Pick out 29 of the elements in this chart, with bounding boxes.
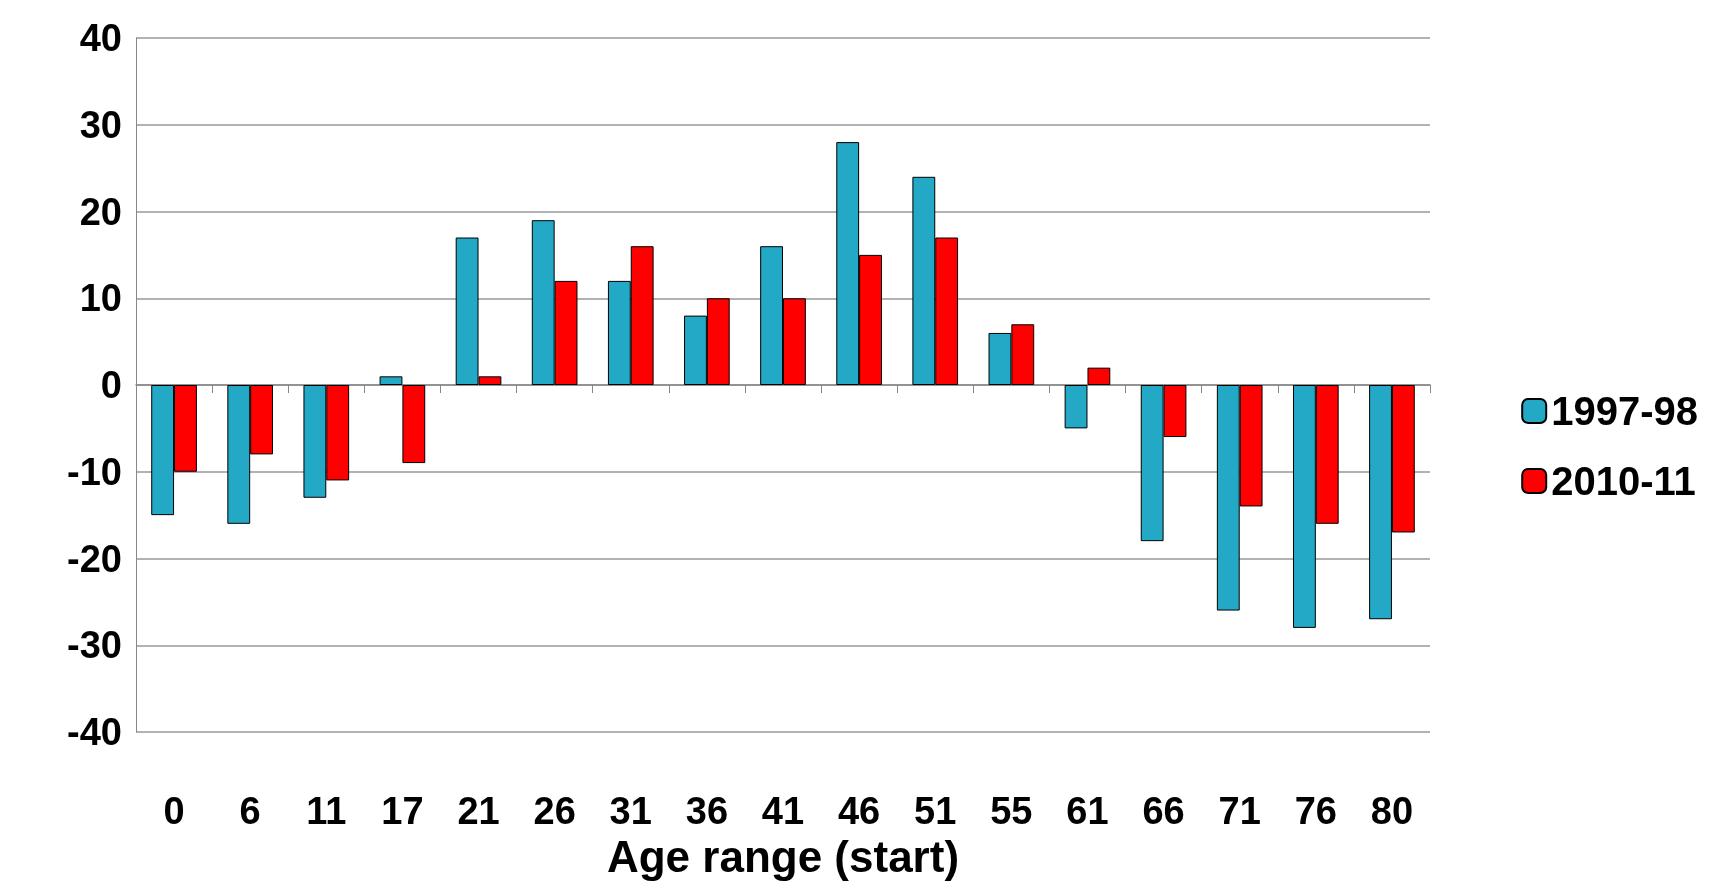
- x-tick-label: 21: [457, 790, 500, 832]
- x-tick-label: 36: [685, 790, 729, 832]
- x-tick-label: 41: [761, 790, 805, 832]
- x-tick-label: 31: [609, 790, 652, 832]
- x-tick-label: 80: [1370, 790, 1414, 832]
- x-tick-label: 17: [381, 790, 424, 832]
- x-tick-label: 55: [990, 790, 1033, 832]
- x-axis-title: Age range (start): [606, 832, 960, 882]
- x-tick-label: 0: [163, 790, 185, 832]
- x-tick-label: 66: [1142, 790, 1185, 832]
- x-tick-label: 61: [1066, 790, 1109, 832]
- legend-label: 1997-98: [1551, 389, 1698, 433]
- x-tick-label: 26: [533, 790, 576, 832]
- y-tick-label: -40: [67, 711, 122, 753]
- y-tick-label: 40: [79, 17, 122, 59]
- legend-label: 2010-11: [1551, 459, 1696, 503]
- y-tick-label: 30: [79, 103, 122, 146]
- x-tick-label: 76: [1294, 790, 1337, 832]
- y-tick-label: 20: [79, 190, 122, 233]
- y-tick-label: 10: [79, 277, 122, 320]
- x-tick-label: 6: [239, 790, 261, 832]
- x-tick-label: 51: [914, 790, 957, 832]
- x-tick-label: 11: [306, 790, 347, 832]
- y-tick-label: -10: [67, 450, 122, 493]
- y-tick-label: 0: [100, 364, 122, 406]
- x-tick-label: 46: [837, 790, 881, 832]
- y-tick-label: -20: [67, 537, 122, 580]
- x-tick-label: 71: [1218, 790, 1261, 832]
- y-tick-label: -30: [67, 624, 122, 667]
